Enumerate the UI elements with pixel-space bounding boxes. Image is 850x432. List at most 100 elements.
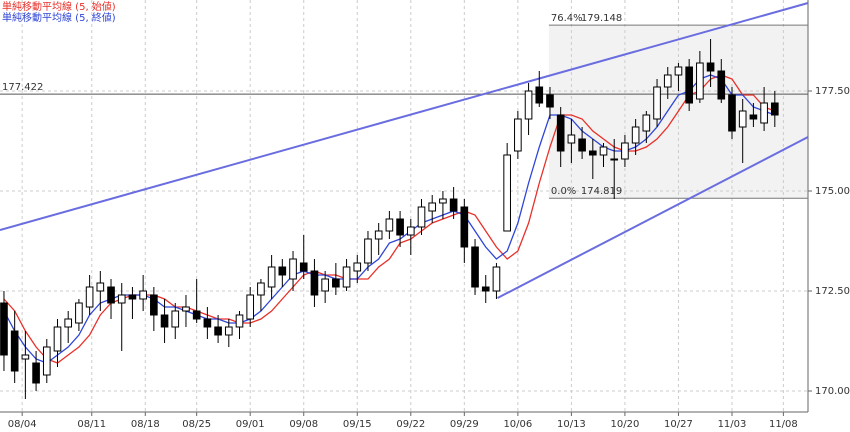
candle-body [42,346,51,376]
candle-body [374,230,383,240]
x-tick-label: 08/04 [8,419,37,430]
candle-body [514,118,522,152]
x-tick-label: 08/11 [77,419,106,430]
candle-body [631,126,640,144]
trendline [497,136,809,299]
x-tick-label: 09/22 [396,419,425,430]
candle-body [428,202,437,212]
candle-body [96,282,105,292]
candle-body [117,294,126,304]
candle-body [364,238,372,264]
candle-body [396,218,404,236]
y-tick-label: 170.000 [815,386,850,397]
x-tick-label: 08/18 [131,419,160,430]
candle-body [299,262,308,272]
candle-body [182,306,190,312]
candle-body [75,302,83,324]
candle-body [653,86,661,120]
candle-body [64,318,73,328]
candle-body [85,286,94,308]
candle-body [160,314,169,328]
fibonacci-value: 174.819 [581,186,622,197]
candle-body [439,198,447,204]
candle-body [642,114,651,132]
candle-body [139,290,147,300]
candle-body [406,226,415,236]
candle-body [610,158,619,161]
x-tick-label: 09/01 [236,419,265,430]
candle-body [749,114,758,120]
trendline [0,2,809,231]
candle-body [21,354,30,360]
fibonacci-label: 76.4% [551,13,583,24]
candle-body [685,66,693,104]
candle-body [588,150,597,156]
candle-body [535,86,544,104]
candle-body [663,74,672,88]
y-tick-label: 172.500 [815,286,850,297]
candle-body [471,246,479,288]
x-tick-label: 10/27 [664,419,693,430]
candle-body [717,70,726,100]
candle-body [10,330,19,372]
candle-body [289,258,297,280]
candle-body [524,90,533,120]
candle-body [150,294,158,316]
candle-body [128,294,137,300]
candle-body [0,302,8,356]
candle-body [278,266,287,276]
candle-body [246,294,255,320]
candle-body [342,266,351,288]
candle-body [738,110,747,128]
candle-body [417,206,426,228]
candle-body [192,310,201,320]
y-tick-label: 175.000 [815,186,850,197]
candle-body [460,206,469,248]
candle-body [449,198,458,212]
legend-entry: 単純移動平均線 (5, 始値) [2,0,116,13]
candle-body [706,62,715,72]
x-tick-label: 11/03 [718,419,747,430]
x-tick-label: 10/06 [503,419,532,430]
candle-body [353,262,362,272]
candle-body [321,278,329,292]
fibonacci-label: 0.0% [551,186,576,197]
candle-body [546,94,554,108]
candle-body [696,62,704,100]
candle-body [728,94,736,132]
candle-body [599,146,608,156]
candle-body [770,102,779,116]
x-tick-label: 11/08 [769,419,798,430]
price-line-label: 177.422 [2,82,43,93]
x-tick-label: 10/13 [557,419,586,430]
candle-body [674,66,683,76]
legend-entry: 単純移動平均線 (5, 終値) [2,11,116,24]
candle-body [385,218,394,232]
candles-layer [0,39,779,399]
candle-body [171,310,180,328]
candle-body [53,326,62,352]
candle-body [567,134,576,144]
candle-body [203,318,212,328]
candle-body [492,266,501,292]
candle-body [578,138,586,152]
candle-body [257,282,265,296]
candle-body [214,326,222,336]
candle-body [760,102,768,124]
x-tick-label: 09/08 [289,419,318,430]
candle-body [556,114,565,152]
y-tick-label: 177.500 [815,86,850,97]
candle-body [224,326,233,336]
x-tick-label: 09/29 [450,419,479,430]
candle-body [503,154,511,232]
x-tick-label: 08/25 [182,419,211,430]
candle-body [621,142,629,160]
candle-body [481,286,490,292]
candle-body [32,362,40,384]
candle-body [235,314,244,328]
candle-body [310,270,319,296]
x-tick-label: 09/15 [343,419,372,430]
fibonacci-value: 179.148 [581,13,622,24]
